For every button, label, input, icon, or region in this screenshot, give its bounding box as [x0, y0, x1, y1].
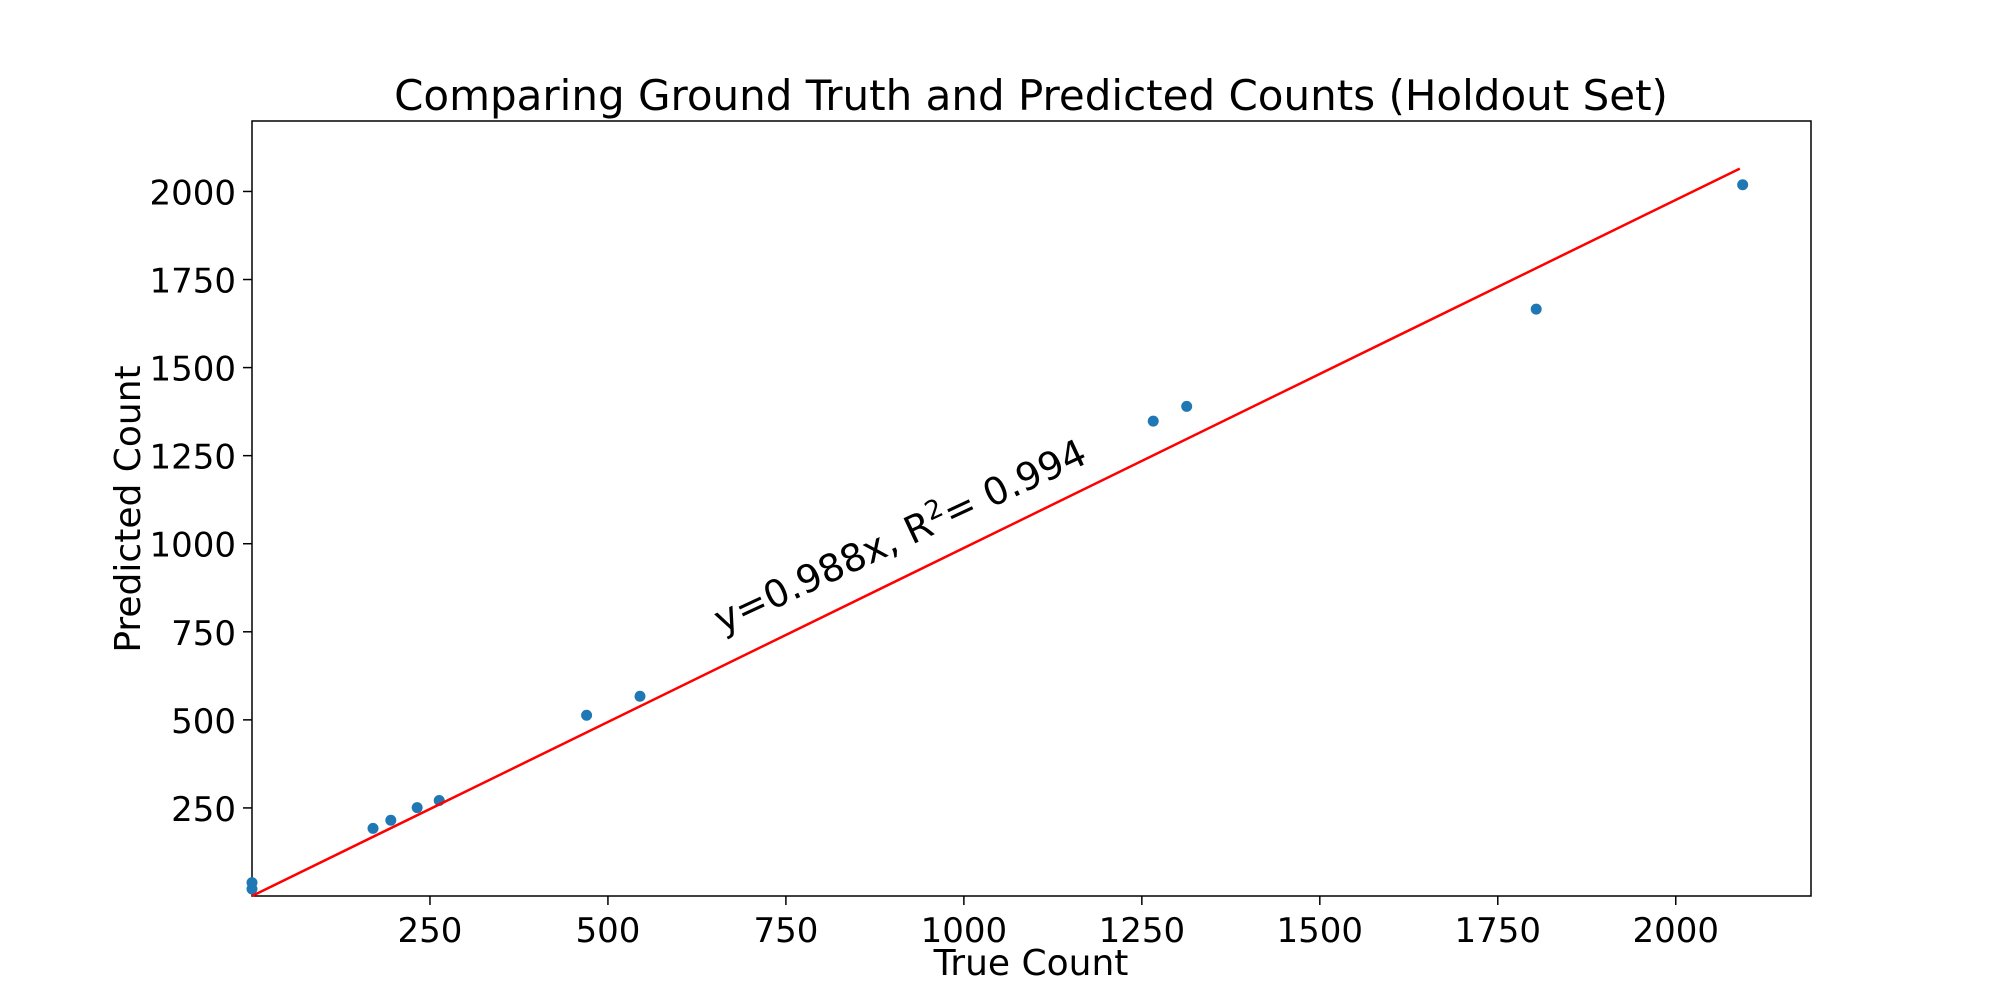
x-tick-label: 1000: [921, 911, 1008, 951]
data-point: [367, 822, 379, 834]
x-tick-label: 250: [398, 911, 463, 951]
y-tick-label: 1500: [149, 350, 236, 390]
data-point: [385, 814, 397, 826]
y-tick-label: 1250: [149, 438, 236, 478]
data-point: [411, 802, 423, 814]
data-point: [581, 709, 593, 721]
data-point: [1181, 400, 1193, 412]
data-point: [1737, 179, 1749, 191]
x-tick-label: 1250: [1099, 911, 1186, 951]
y-tick-label: 750: [171, 614, 236, 654]
equation-text: y=0.988x, R: [707, 502, 940, 642]
data-point: [246, 877, 258, 889]
data-point: [1530, 303, 1542, 315]
x-tick-label: 1500: [1277, 911, 1364, 951]
y-tick-label: 2000: [149, 173, 236, 213]
regression-equation: y=0.988x, R2= 0.994: [706, 429, 1093, 642]
x-tick-label: 2000: [1632, 911, 1719, 951]
data-point: [1147, 415, 1159, 427]
y-tick-label: 1000: [149, 526, 236, 566]
x-tick-label: 1750: [1455, 911, 1542, 951]
r-squared-value: = 0.994: [936, 430, 1093, 534]
regression-line: [251, 167, 1741, 898]
data-series: [246, 179, 1749, 895]
x-axis-label: True Count: [933, 943, 1129, 984]
y-axis: 250 500 750 1000 1250 1500 1750 2000: [149, 173, 252, 830]
data-point: [634, 690, 646, 702]
x-tick-label: 750: [753, 911, 818, 951]
y-axis-label: Predicted Count: [108, 365, 149, 652]
x-axis: 250 500 750 1000 1250 1500 1750 2000: [398, 896, 1719, 951]
chart-title: Comparing Ground Truth and Predicted Cou…: [394, 71, 1668, 120]
y-tick-label: 1750: [149, 262, 236, 302]
plot-area: [251, 120, 1812, 897]
x-tick-label: 500: [575, 911, 640, 951]
y-tick-label: 500: [171, 702, 236, 742]
y-tick-label: 250: [171, 790, 236, 830]
